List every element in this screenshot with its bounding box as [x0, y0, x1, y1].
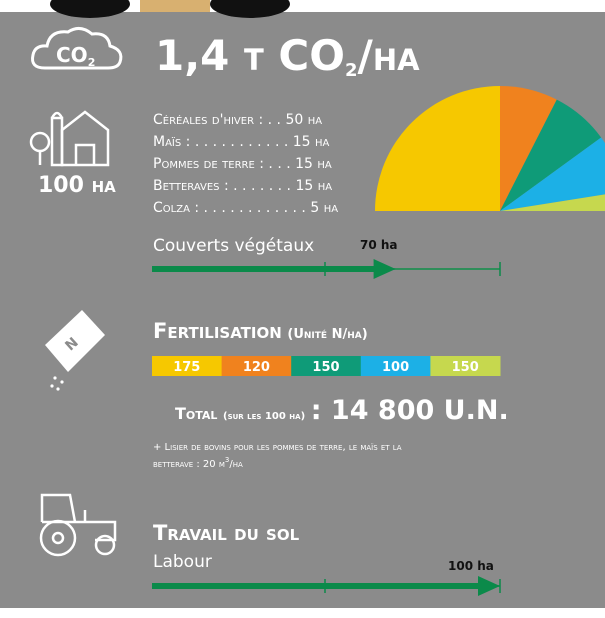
- crop-row: Céréales d'hiver : . . 50 ha: [153, 112, 322, 128]
- fert-bar: 175 120 150 100 150: [152, 356, 501, 376]
- crop-unit: ha: [318, 178, 333, 194]
- crop-label: Pommes de terre : . . .: [153, 156, 291, 172]
- farm-unit: ha: [92, 173, 117, 198]
- crop-row: Maïs : . . . . . . . . . . . 15 ha: [153, 134, 330, 150]
- fert-value: 100: [382, 360, 409, 375]
- fert-value: 150: [312, 360, 339, 375]
- crop-unit: ha: [317, 156, 332, 172]
- title-sub: 2: [345, 60, 358, 81]
- total-note: (sur les 100 ha): [223, 411, 305, 422]
- note-line2: betterave : 20 m3/ha: [153, 456, 243, 470]
- fert-title: Fertilisation: [153, 319, 282, 343]
- note-end: /ha: [229, 459, 243, 470]
- crop-label: Maïs : . . . . . . . . . . .: [153, 134, 288, 150]
- cover-number: 70: [360, 238, 377, 252]
- total-label: Total: [175, 404, 217, 423]
- icon-sub: 2: [88, 56, 96, 69]
- fert-value: 150: [452, 360, 479, 375]
- note-line1: + Lisier de bovins pour les pommes de te…: [153, 442, 402, 453]
- fert-value: 175: [173, 360, 200, 375]
- crop-value: 15: [295, 178, 313, 194]
- crop-label: Betteraves : . . . . . . .: [153, 178, 291, 194]
- crop-row: Betteraves : . . . . . . . 15 ha: [153, 178, 332, 194]
- icon-co: CO: [56, 43, 88, 67]
- cover-value: 70 ha: [360, 238, 398, 252]
- tillage-label: Labour: [153, 552, 212, 572]
- crop-unit: ha: [315, 134, 330, 150]
- title-end: /ha: [358, 31, 421, 80]
- decor: [140, 0, 210, 12]
- crop-value: 50: [285, 112, 303, 128]
- infographic: CO2 1,4 t CO2/ha 100 ha Céréales d'hiver…: [0, 0, 605, 614]
- note-text: betterave : 20 m: [153, 459, 225, 470]
- tillage-number: 100: [448, 559, 473, 573]
- fert-value: 120: [243, 360, 270, 375]
- crop-value: 15: [293, 134, 311, 150]
- title: 1,4 t CO2/ha: [155, 31, 420, 81]
- crop-label: Colza : . . . . . . . . . . . .: [153, 200, 306, 216]
- crop-unit: ha: [324, 200, 339, 216]
- crop-value: 15: [295, 156, 313, 172]
- farm-area: 100 ha: [38, 173, 116, 198]
- cover-unit: ha: [381, 238, 398, 252]
- farm-value: 100: [38, 173, 84, 198]
- crop-row: Colza : . . . . . . . . . . . . 5 ha: [153, 200, 338, 216]
- total-value: : 14 800 U.N.: [311, 395, 509, 426]
- tillage-value: 100 ha: [448, 559, 494, 573]
- crop-label: Céréales d'hiver : . .: [153, 112, 281, 128]
- tillage-title: Travail du sol: [153, 521, 300, 545]
- crop-row: Pommes de terre : . . . 15 ha: [153, 156, 332, 172]
- crop-unit: ha: [308, 112, 323, 128]
- crop-value: 5: [310, 200, 319, 216]
- cover-label: Couverts végétaux: [153, 236, 314, 256]
- tillage-unit: ha: [477, 559, 494, 573]
- fert-subtitle: (Unité N/ha): [287, 327, 367, 342]
- title-main: 1,4 t CO: [155, 31, 345, 80]
